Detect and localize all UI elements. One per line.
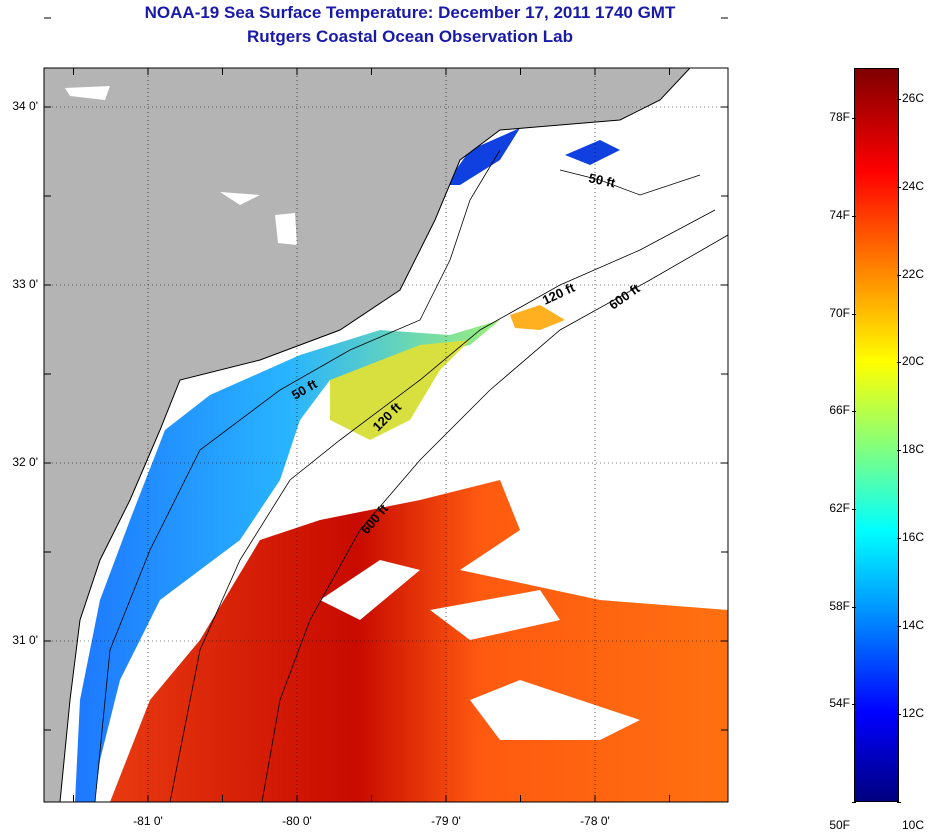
lon-label: -80 0' [282,814,312,828]
celsius-label: 24C [902,178,925,193]
celsius-tick [897,450,901,452]
celsius-label: 10C [902,818,925,832]
sst-coastal-cool [75,320,500,802]
celsius-tick [897,362,901,364]
celsius-tick [897,538,901,540]
fahrenheit-label: 74F [829,207,850,222]
celsius-label: 22C [902,266,925,281]
map-frame [43,67,729,803]
fahrenheit-label: 54F [829,696,850,711]
lon-label: -78 0' [580,814,610,828]
contour-50ft [94,149,701,802]
fahrenheit-label: 78F [829,110,850,125]
fahrenheit-tick [852,704,856,706]
celsius-tick [897,802,901,803]
sst-cloud-gap [320,560,640,740]
fahrenheit-tick [852,313,856,315]
fahrenheit-tick [852,118,856,120]
fahrenheit-tick [852,508,856,510]
fahrenheit-label: 70F [829,305,850,320]
lat-label: 32 0' [12,455,38,469]
land [44,68,690,802]
celsius-label: 18C [902,442,925,457]
axis-ticks [44,17,728,802]
fahrenheit-tick [852,411,856,413]
coastline [59,68,691,802]
celsius-tick [897,626,901,628]
lat-label: 33 0' [12,277,38,291]
sst-orange-patch [510,305,565,330]
fahrenheit-label: 62F [829,500,850,515]
celsius-label: 20C [902,354,925,369]
colorbar [854,68,899,802]
celsius-tick [897,274,901,276]
celsius-tick [897,186,901,188]
sst-yellow-patch [330,340,470,440]
celsius-tick [897,714,901,716]
lat-label: 34 0' [12,99,38,113]
lon-label: -81 0' [133,814,163,828]
contour-label-50ft-north: 50 ft [587,170,617,190]
fahrenheit-tick [852,606,856,608]
fahrenheit-tick [852,802,856,803]
celsius-label: 14C [902,618,925,633]
celsius-label: 16C [902,530,925,545]
lon-label: -79 0' [431,814,461,828]
sst-blue-north [445,128,620,185]
contour-600ft [261,234,728,802]
fahrenheit-label: 66F [829,403,850,418]
celsius-label: 12C [902,706,925,721]
celsius-label: 26C [902,90,925,105]
chart-title: NOAA-19 Sea Surface Temperature: Decembe… [144,3,676,22]
chart-subtitle: Rutgers Coastal Ocean Observation Lab [247,27,573,46]
fahrenheit-label: 58F [829,598,850,613]
lat-label: 31 0' [12,633,38,647]
contour-120ft [169,209,716,802]
fahrenheit-tick [852,215,856,217]
fahrenheit-label: 50F [829,818,850,832]
celsius-tick [897,98,901,100]
